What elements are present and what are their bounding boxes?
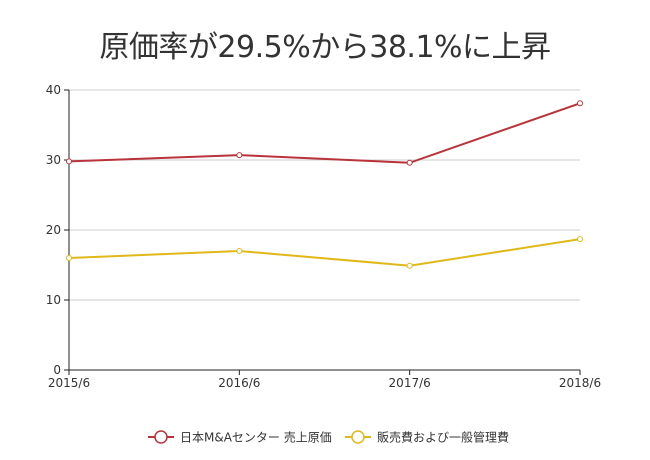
x-tick-label: 2015/6 — [48, 376, 90, 390]
legend-marker — [154, 430, 168, 444]
x-tick-label: 2018/6 — [559, 376, 601, 390]
y-tick-label: 20 — [46, 223, 61, 237]
legend-item-0[interactable]: 日本M&Aセンター 売上原価 — [148, 430, 332, 445]
data-point[interactable] — [406, 159, 413, 166]
y-tick-label: 0 — [53, 363, 61, 377]
data-point[interactable] — [236, 248, 243, 254]
data-point[interactable] — [577, 236, 583, 243]
legend-marker — [351, 430, 365, 444]
data-point[interactable] — [66, 255, 72, 261]
legend-item-1[interactable]: 販売費および一般管理費 — [345, 430, 509, 445]
series-line-0 — [68, 102, 581, 164]
chart-title: 原価率が29.5%から38.1%に上昇 — [99, 30, 551, 65]
y-tick-label: 30 — [46, 153, 61, 167]
y-tick-label: 10 — [46, 293, 61, 307]
data-point[interactable] — [236, 152, 243, 159]
x-tick-label: 2017/6 — [389, 376, 431, 390]
data-point[interactable] — [66, 158, 72, 165]
x-tick-label: 2016/6 — [218, 376, 260, 390]
data-point[interactable] — [577, 100, 583, 107]
data-point[interactable] — [406, 262, 413, 269]
legend-label: 販売費および一般管理費 — [377, 430, 509, 445]
legend-label: 日本M&Aセンター 売上原価 — [180, 430, 332, 445]
series-line-1 — [68, 238, 581, 267]
y-tick-label: 40 — [46, 83, 61, 97]
